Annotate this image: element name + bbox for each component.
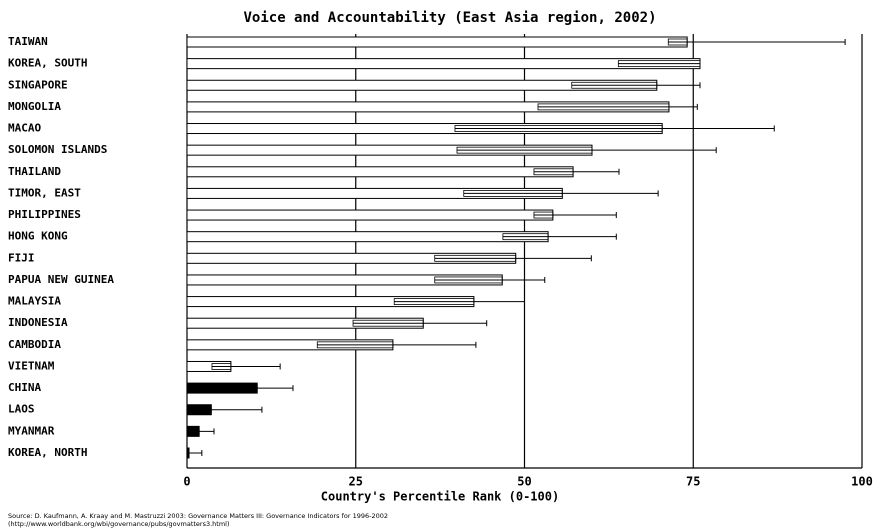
y-tick-label: KOREA, NORTH	[8, 446, 87, 459]
y-tick-label: THAILAND	[8, 165, 61, 178]
y-tick-label: TIMOR, EAST	[8, 186, 81, 199]
y-tick-label: FIJI	[8, 251, 35, 264]
y-tick-label: MONGOLIA	[8, 100, 61, 113]
y-tick-label: VIETNAM	[8, 359, 55, 372]
x-tick-label: 0	[183, 475, 190, 489]
y-tick-label: MALAYSIA	[8, 295, 61, 308]
x-tick-label: 100	[851, 475, 873, 489]
y-tick-label: CAMBODIA	[8, 338, 61, 351]
source-url: (http://www.worldbank.org/wbi/governance…	[8, 520, 230, 528]
x-axis-label: Country's Percentile Rank (0-100)	[321, 490, 559, 504]
bar	[186, 36, 688, 48]
x-tick-label: 50	[517, 475, 531, 489]
bar	[186, 166, 574, 178]
y-tick-label: TAIWAN	[8, 35, 48, 48]
y-tick-label: PAPUA NEW GUINEA	[8, 273, 114, 286]
bar	[186, 209, 554, 221]
y-tick-label: CHINA	[8, 381, 41, 394]
y-tick-label: KOREA, SOUTH	[8, 57, 87, 70]
y-tick-label: MACAO	[8, 122, 41, 135]
x-tick-label: 75	[686, 475, 700, 489]
y-tick-label: INDONESIA	[8, 316, 68, 329]
x-tick-label: 25	[349, 475, 363, 489]
y-tick-label: LAOS	[8, 403, 35, 416]
y-tick-label: SINGAPORE	[8, 78, 68, 91]
y-tick-label: PHILIPPINES	[8, 208, 81, 221]
y-tick-label: SOLOMON ISLANDS	[8, 143, 107, 156]
source: Source: D. Kaufmann, A. Kraay and M. Mas…	[8, 512, 388, 520]
y-tick-label: HONG KONG	[8, 230, 68, 243]
chart-title: Voice and Accountability (East Asia regi…	[243, 10, 656, 26]
y-tick-label: MYANMAR	[8, 424, 55, 437]
bar	[186, 231, 549, 243]
